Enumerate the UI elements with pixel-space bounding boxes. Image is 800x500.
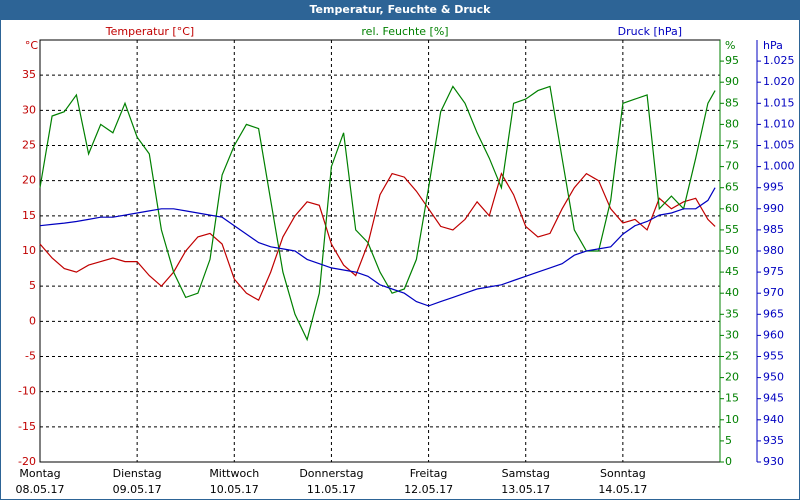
y3-tick-label: 990 (763, 202, 784, 215)
y3-tick-label: 970 (763, 286, 784, 299)
y2-tick-label: 50 (725, 244, 739, 257)
y3-tick-label: 965 (763, 307, 784, 320)
y2-tick-label: 25 (725, 350, 739, 363)
y-tick-label: 30 (22, 103, 36, 116)
y-tick-label: 15 (22, 209, 36, 222)
y3-tick-label: 950 (763, 371, 784, 384)
y3-tick-label: 960 (763, 328, 784, 341)
x-tick-date: 12.05.17 (404, 483, 453, 496)
series-label: Druck [hPa] (618, 25, 682, 38)
y2-tick-label: 40 (725, 286, 739, 299)
y2-tick-label: 70 (725, 160, 739, 173)
y-axis-label: °C (25, 39, 39, 52)
y2-tick-label: 30 (725, 328, 739, 341)
series-line (39, 85, 716, 342)
y-tick-label: -5 (25, 350, 36, 363)
x-tick-label: Mittwoch (209, 467, 259, 480)
x-tick-date: 14.05.17 (598, 483, 647, 496)
y2-tick-label: 20 (725, 371, 739, 384)
series-line (39, 172, 716, 302)
y2-tick-label: 65 (725, 181, 739, 194)
y2-tick-label: 10 (725, 413, 739, 426)
y3-tick-label: 975 (763, 265, 784, 278)
y2-tick-label: 95 (725, 54, 739, 67)
y2-tick-label: 45 (725, 265, 739, 278)
y3-tick-label: 1.020 (763, 75, 795, 88)
y-tick-label: -20 (18, 455, 36, 468)
y2-tick-label: 15 (725, 392, 739, 405)
y3-tick-label: 1.005 (763, 139, 795, 152)
series-label: Temperatur [°C] (105, 25, 194, 38)
y2-tick-label: 35 (725, 307, 739, 320)
y3-tick-label: 1.000 (763, 160, 795, 173)
y-tick-label: 20 (22, 174, 36, 187)
y3-tick-label: 1.025 (763, 54, 795, 67)
y2-tick-label: 0 (725, 455, 732, 468)
y2-tick-label: 55 (725, 223, 739, 236)
x-tick-label: Dienstag (113, 467, 162, 480)
y3-tick-label: 940 (763, 413, 784, 426)
y-tick-label: 5 (29, 279, 36, 292)
y3-tick-label: 1.015 (763, 96, 795, 109)
y3-tick-label: 945 (763, 392, 784, 405)
y2-tick-label: 75 (725, 139, 739, 152)
x-tick-label: Montag (19, 467, 60, 480)
x-tick-label: Donnerstag (299, 467, 363, 480)
x-tick-date: 13.05.17 (501, 483, 550, 496)
series-label: rel. Feuchte [%] (361, 25, 448, 38)
y-tick-label: 0 (29, 314, 36, 327)
y3-tick-label: 980 (763, 244, 784, 257)
x-tick-label: Sonntag (600, 467, 646, 480)
y2-axis-label: % (725, 39, 735, 52)
y3-tick-label: 995 (763, 181, 784, 194)
y3-tick-label: 985 (763, 223, 784, 236)
x-tick-date: 11.05.17 (307, 483, 356, 496)
y-tick-label: 35 (22, 68, 36, 81)
y2-tick-label: 5 (725, 434, 732, 447)
series-line (39, 187, 716, 307)
x-tick-date: 08.05.17 (16, 483, 65, 496)
y3-tick-label: 930 (763, 455, 784, 468)
y-tick-label: 25 (22, 139, 36, 152)
y3-axis-label: hPa (763, 39, 783, 52)
y-tick-label: -10 (18, 385, 36, 398)
y-tick-label: 10 (22, 244, 36, 257)
y2-tick-label: 85 (725, 96, 739, 109)
y-tick-label: -15 (18, 420, 36, 433)
x-tick-label: Freitag (410, 467, 448, 480)
title-bar (0, 0, 800, 20)
y2-tick-label: 60 (725, 202, 739, 215)
chart-title: Temperatur, Feuchte & Druck (310, 3, 492, 16)
y3-tick-label: 935 (763, 434, 784, 447)
x-tick-date: 10.05.17 (210, 483, 259, 496)
y2-tick-label: 90 (725, 75, 739, 88)
x-tick-date: 09.05.17 (113, 483, 162, 496)
y3-tick-label: 1.010 (763, 117, 795, 130)
y3-tick-label: 955 (763, 350, 784, 363)
x-tick-label: Samstag (502, 467, 550, 480)
y2-tick-label: 80 (725, 117, 739, 130)
